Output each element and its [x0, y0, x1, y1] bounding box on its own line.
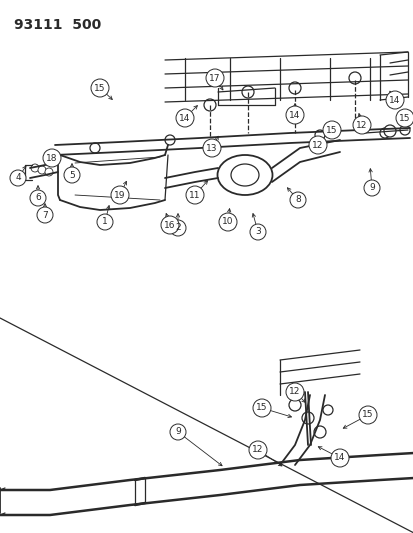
- Circle shape: [322, 405, 332, 415]
- Text: 2: 2: [175, 223, 180, 232]
- Text: 8: 8: [294, 196, 300, 205]
- Circle shape: [399, 125, 409, 135]
- Circle shape: [45, 168, 53, 176]
- Circle shape: [330, 449, 348, 467]
- Text: 18: 18: [46, 154, 57, 163]
- Circle shape: [322, 121, 340, 139]
- Circle shape: [249, 224, 266, 240]
- Circle shape: [313, 426, 325, 438]
- Circle shape: [31, 164, 39, 172]
- Circle shape: [242, 86, 254, 98]
- Circle shape: [289, 192, 305, 208]
- Text: 14: 14: [388, 95, 400, 104]
- Circle shape: [185, 186, 204, 204]
- Circle shape: [37, 207, 53, 223]
- Text: 1: 1: [102, 217, 108, 227]
- Text: 15: 15: [325, 125, 337, 134]
- Text: 15: 15: [398, 114, 410, 123]
- Text: 4: 4: [15, 174, 21, 182]
- Text: 11: 11: [189, 190, 200, 199]
- Circle shape: [248, 441, 266, 459]
- Circle shape: [43, 149, 61, 167]
- Circle shape: [170, 220, 185, 236]
- Circle shape: [10, 170, 26, 186]
- Text: 15: 15: [94, 84, 105, 93]
- Text: 12: 12: [289, 387, 300, 397]
- Text: 15: 15: [361, 410, 373, 419]
- Text: 14: 14: [179, 114, 190, 123]
- Circle shape: [379, 128, 389, 138]
- Circle shape: [30, 190, 46, 206]
- Text: 16: 16: [164, 221, 176, 230]
- Text: 17: 17: [209, 74, 220, 83]
- Circle shape: [161, 216, 178, 234]
- Text: 5: 5: [69, 171, 75, 180]
- Text: 7: 7: [42, 211, 48, 220]
- Circle shape: [204, 99, 216, 111]
- Circle shape: [38, 166, 46, 174]
- Circle shape: [288, 82, 300, 94]
- Circle shape: [176, 109, 194, 127]
- Text: 19: 19: [114, 190, 126, 199]
- Text: 10: 10: [222, 217, 233, 227]
- Circle shape: [97, 214, 113, 230]
- Circle shape: [352, 116, 370, 134]
- Circle shape: [64, 167, 80, 183]
- Text: 15: 15: [256, 403, 267, 413]
- Circle shape: [90, 143, 100, 153]
- Circle shape: [363, 180, 379, 196]
- Circle shape: [111, 186, 129, 204]
- Circle shape: [358, 406, 376, 424]
- Circle shape: [348, 72, 360, 84]
- Circle shape: [170, 424, 185, 440]
- Text: 3: 3: [254, 228, 260, 237]
- Circle shape: [301, 412, 313, 424]
- Text: 13: 13: [206, 143, 217, 152]
- Text: 12: 12: [311, 141, 323, 149]
- Circle shape: [91, 79, 109, 97]
- Text: 14: 14: [334, 454, 345, 463]
- Circle shape: [206, 69, 223, 87]
- Circle shape: [395, 109, 413, 127]
- Circle shape: [165, 135, 175, 145]
- Text: 9: 9: [368, 183, 374, 192]
- Circle shape: [285, 106, 303, 124]
- Circle shape: [308, 136, 326, 154]
- Text: 93111  500: 93111 500: [14, 18, 101, 32]
- Text: 6: 6: [35, 193, 41, 203]
- Text: 12: 12: [252, 446, 263, 455]
- Circle shape: [314, 130, 324, 140]
- Text: 12: 12: [356, 120, 367, 130]
- Circle shape: [202, 139, 221, 157]
- Circle shape: [218, 213, 236, 231]
- Text: 14: 14: [289, 110, 300, 119]
- Text: 9: 9: [175, 427, 180, 437]
- Circle shape: [385, 91, 403, 109]
- Circle shape: [383, 125, 395, 137]
- Circle shape: [285, 383, 303, 401]
- Circle shape: [252, 399, 271, 417]
- Circle shape: [288, 399, 300, 411]
